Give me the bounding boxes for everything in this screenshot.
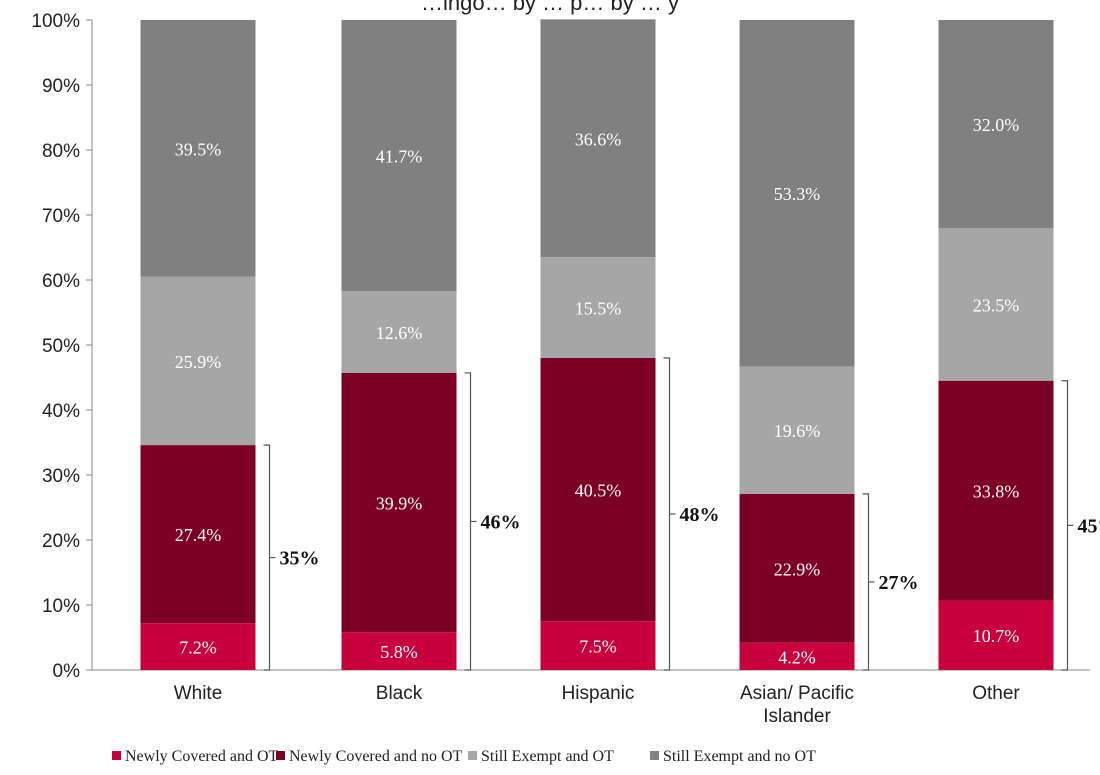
legend-label: Newly Covered and no OT: [289, 748, 463, 765]
segment-value-label: 25.9%: [175, 352, 222, 372]
segment-value-label: 39.5%: [175, 139, 222, 159]
segment-value-label: 10.7%: [973, 626, 1020, 646]
segment-value-label: 7.5%: [579, 637, 617, 657]
bracket: 45%: [1061, 380, 1100, 671]
bracket-line: [1061, 380, 1069, 671]
category-label: Black: [376, 683, 423, 704]
bar-group: 5.8% 39.9% 12.6% 41.7%: [341, 20, 457, 670]
bracket-line: [663, 357, 671, 671]
segment-value-label: 27.4%: [175, 525, 222, 545]
bar-segment: [938, 20, 1054, 228]
legend-swatch: [468, 751, 477, 760]
y-tick-label: 60%: [42, 271, 80, 292]
segment-value-label: 23.5%: [973, 295, 1020, 315]
bar-segment: [140, 623, 256, 670]
y-axis: 0% 10% 20% 30% 40% 50% 60% 70% 80% 90% 100%: [31, 11, 1090, 682]
bar-segment: [341, 372, 457, 633]
bar-segment: [341, 20, 457, 292]
bracket: 48%: [663, 357, 720, 671]
bar-group: 7.2% 27.4% 25.9% 39.5%: [140, 20, 256, 670]
bracket-total-label: 45%: [1078, 515, 1100, 537]
bracket-line: [263, 444, 271, 671]
bar-segment: [341, 291, 457, 373]
legend-item: Still Exempt and no OT: [650, 748, 816, 765]
y-tick-label: 80%: [42, 141, 80, 162]
category-label: White: [174, 683, 223, 704]
chart-title: …ingo… by … p… by … y: [421, 0, 679, 15]
segment-value-label: 41.7%: [376, 147, 423, 167]
bar-segment: [140, 276, 256, 446]
bar-segment: [739, 20, 855, 367]
bar-segment: [140, 445, 256, 624]
segment-value-label: 40.5%: [575, 481, 622, 501]
legend-item: Newly Covered and no OT: [276, 748, 463, 765]
bar-group: 4.2% 22.9% 19.6% 53.3%: [739, 20, 855, 670]
segment-value-label: 22.9%: [774, 559, 821, 579]
category-label: Islander: [763, 706, 831, 727]
y-tick-label: 50%: [42, 336, 80, 357]
legend-item: Still Exempt and OT: [468, 748, 614, 765]
segment-value-label: 53.3%: [774, 184, 821, 204]
category-label: Hispanic: [562, 683, 635, 704]
segment-value-label: 39.9%: [376, 494, 423, 514]
bracket-total-label: 27%: [879, 572, 919, 594]
legend-label: Still Exempt and no OT: [663, 748, 816, 765]
bar-segment: [938, 380, 1054, 601]
category-label: Other: [972, 683, 1020, 704]
bar-segment: [938, 228, 1054, 381]
bar-segment: [540, 358, 656, 622]
bracket-annotations: 35% 46% 48% 27% 45%: [263, 357, 1100, 671]
bar-segment: [938, 600, 1054, 670]
segment-value-label: 19.6%: [774, 421, 821, 441]
bar-segment: [341, 632, 457, 670]
bracket: 46%: [464, 372, 521, 671]
segment-value-label: 5.8%: [380, 642, 418, 662]
legend: Newly Covered and OT Newly Covered and no…: [112, 748, 816, 765]
y-tick-label: 40%: [42, 401, 80, 422]
bar-segment: [540, 257, 656, 358]
category-label: Asian/ Pacific: [740, 683, 854, 704]
bar-segment: [739, 366, 855, 494]
legend-label: Newly Covered and OT: [125, 748, 279, 765]
segment-value-label: 33.8%: [973, 482, 1020, 502]
bar-group: 10.7% 33.8% 23.5% 32.0%: [938, 20, 1054, 670]
bracket: 35%: [263, 444, 320, 671]
y-tick-label: 70%: [42, 206, 80, 227]
bar-segment: [140, 20, 256, 277]
bar-segment: [739, 642, 855, 670]
y-tick-label: 90%: [42, 76, 80, 97]
bar-segment: [540, 19, 656, 258]
legend-swatch: [650, 751, 659, 760]
legend-swatch: [112, 751, 121, 760]
legend-label: Still Exempt and OT: [481, 748, 614, 765]
bracket-total-label: 35%: [280, 548, 320, 570]
legend-item: Newly Covered and OT: [112, 748, 279, 765]
segment-value-label: 12.6%: [376, 323, 423, 343]
bar-group: 7.5% 40.5% 15.5% 36.6%: [540, 19, 656, 670]
bracket-total-label: 48%: [680, 504, 720, 526]
bar-segment: [540, 621, 656, 670]
segment-value-label: 4.2%: [778, 647, 816, 667]
bracket-line: [464, 372, 472, 671]
bracket-total-label: 46%: [481, 511, 521, 533]
y-tick-label: 30%: [42, 466, 80, 487]
bars: 7.2% 27.4% 25.9% 39.5% 5.8% 39.9% 12.6% 41.7% 7.…: [140, 19, 1054, 670]
y-tick-label: 10%: [42, 596, 80, 617]
y-tick-label: 100%: [31, 11, 80, 32]
x-axis-labels: White Black Hispanic Asian/ PacificIslander…: [174, 683, 1021, 727]
legend-swatch: [276, 751, 285, 760]
segment-value-label: 7.2%: [179, 638, 217, 658]
bar-segment: [739, 493, 855, 643]
bracket: 27%: [862, 493, 919, 671]
segment-value-label: 36.6%: [575, 129, 622, 149]
bracket-line: [862, 493, 870, 671]
y-tick-label: 0%: [53, 661, 81, 682]
segment-value-label: 32.0%: [973, 115, 1020, 135]
y-tick-label: 20%: [42, 531, 80, 552]
segment-value-label: 15.5%: [575, 299, 622, 319]
